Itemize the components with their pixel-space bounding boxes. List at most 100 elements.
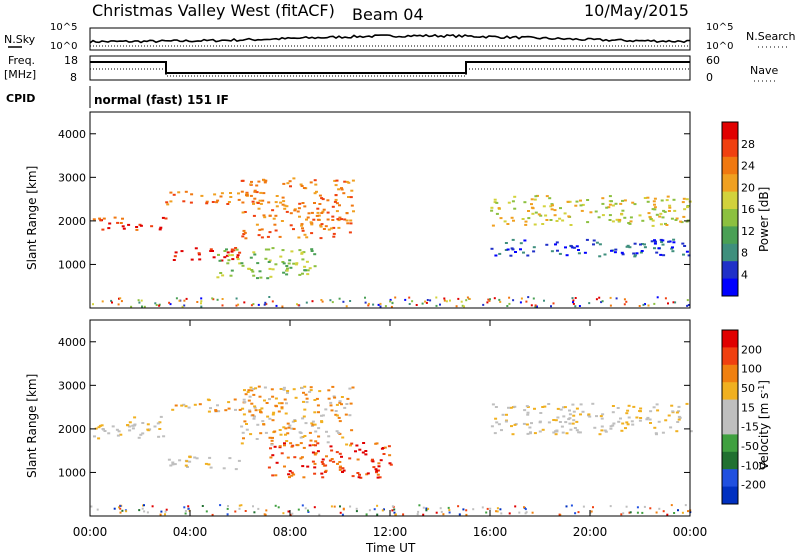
velocity-cell xyxy=(228,457,232,460)
velocity-cell xyxy=(317,435,321,438)
power-cell xyxy=(493,198,497,201)
velocity-speckle xyxy=(485,511,488,514)
velocity-speckle xyxy=(289,513,292,516)
power-cell xyxy=(619,202,623,205)
velocity-cell xyxy=(284,412,288,415)
velocity-cell xyxy=(268,417,272,420)
power-cell xyxy=(300,185,304,187)
power-cell xyxy=(653,247,656,250)
velocity-speckle xyxy=(394,513,397,516)
velocity-speckle xyxy=(462,508,465,511)
power-cell xyxy=(659,238,663,241)
power-cell xyxy=(305,260,309,263)
velocity-cell xyxy=(603,429,607,432)
power-cell xyxy=(230,250,234,253)
velocity-speckle xyxy=(393,511,396,514)
velocity-cell xyxy=(312,444,315,447)
power-speckle xyxy=(394,296,397,299)
velocity-cell xyxy=(648,418,652,421)
velocity-cell xyxy=(552,419,556,421)
power-cell xyxy=(200,194,204,197)
velocity-cell xyxy=(141,422,145,424)
velocity-cell xyxy=(107,432,111,435)
power-cell xyxy=(235,248,239,251)
power-cell xyxy=(174,251,178,254)
velocity-cell xyxy=(523,409,527,412)
velocity-cell xyxy=(249,433,253,436)
power-speckle xyxy=(461,304,464,307)
velocity-cell xyxy=(94,427,98,430)
velocity-cell xyxy=(351,386,355,389)
velocity-speckle xyxy=(287,510,290,513)
power-cell xyxy=(285,265,289,267)
power-cell xyxy=(509,254,513,257)
power-cell xyxy=(225,254,229,257)
power-speckle xyxy=(265,303,268,306)
power-speckle xyxy=(372,303,375,306)
velocity-cell xyxy=(530,422,533,425)
power-cell xyxy=(264,248,268,251)
power-cell xyxy=(99,219,103,222)
x-tick-label: 00:00 xyxy=(73,525,108,539)
power-cell xyxy=(643,246,647,249)
power-cell xyxy=(268,214,272,217)
velocity-cell xyxy=(227,407,231,410)
frequency-panel: Freq. [MHz] 18 8 60 0 Nave xyxy=(4,54,778,84)
power-speckle xyxy=(118,297,120,300)
velocity-cell xyxy=(575,407,579,410)
velocity-cell xyxy=(324,469,328,472)
velocity-cell xyxy=(389,463,393,466)
power-cell xyxy=(220,259,224,262)
velocity-cell xyxy=(271,413,275,416)
power-speckle xyxy=(408,296,411,299)
velocity-cell xyxy=(338,401,342,404)
power-speckle xyxy=(169,303,172,306)
power-cell xyxy=(283,207,287,210)
velocity-cell xyxy=(600,425,604,428)
power-speckle xyxy=(155,304,158,306)
power-speckle xyxy=(426,299,429,301)
power-cell xyxy=(288,180,292,183)
velocity-cell xyxy=(243,420,247,423)
velocity-cell xyxy=(338,400,342,403)
power-cell xyxy=(610,249,613,252)
colorbar-swatch xyxy=(722,174,738,193)
power-cell xyxy=(345,219,349,222)
velocity-cell xyxy=(115,428,119,431)
velocity-speckle xyxy=(118,506,120,509)
velocity-cell xyxy=(139,433,143,436)
velocity-cell xyxy=(280,402,284,405)
velocity-speckle xyxy=(211,513,214,516)
power-cell xyxy=(309,181,313,184)
velocity-cell xyxy=(282,426,286,429)
velocity-cell xyxy=(216,404,219,407)
velocity-cell xyxy=(174,404,178,407)
velocity-cell xyxy=(344,413,348,416)
velocity-cell xyxy=(335,430,339,433)
velocity-speckle xyxy=(481,506,484,509)
power-speckle xyxy=(221,298,224,300)
velocity-cell xyxy=(317,427,321,430)
velocity-colorbar-label: Velocity [m s-1] xyxy=(757,380,771,470)
velocity-cell xyxy=(255,438,259,440)
power-cell xyxy=(303,265,307,268)
power-cell xyxy=(102,217,106,220)
velocity-cell xyxy=(357,476,361,479)
colorbar-tick-label: 100 xyxy=(741,363,762,376)
velocity-cell xyxy=(271,436,274,439)
power-cell xyxy=(285,205,289,208)
power-cell xyxy=(633,255,637,258)
power-speckle xyxy=(408,303,411,305)
power-speckle xyxy=(642,303,645,306)
power-cell xyxy=(521,218,525,220)
power-cell xyxy=(567,215,571,218)
velocity-cell xyxy=(377,469,380,472)
velocity-speckle xyxy=(574,512,577,515)
velocity-cell xyxy=(97,426,101,429)
velocity-cell xyxy=(528,432,532,435)
velocity-cell xyxy=(364,450,368,452)
power-cell xyxy=(216,276,220,279)
power-cell xyxy=(649,218,653,221)
velocity-speckle xyxy=(435,511,438,514)
velocity-cell xyxy=(173,463,177,466)
